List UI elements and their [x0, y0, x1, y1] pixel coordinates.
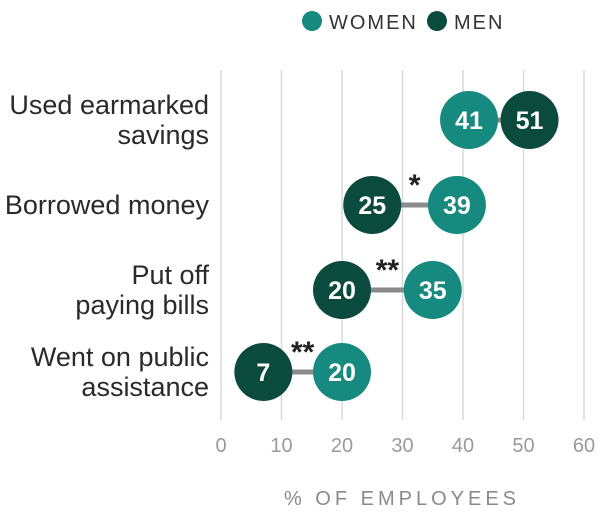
- category-label: Put off paying bills: [75, 260, 209, 320]
- data-label: 51: [516, 107, 544, 135]
- legend-label: WOMEN: [329, 12, 418, 34]
- category-label: Went on public assistance: [31, 342, 209, 402]
- data-point-women: [313, 343, 371, 401]
- data-point-women: [427, 176, 486, 234]
- data-point-women: [440, 91, 499, 149]
- legend-swatch: [427, 11, 447, 31]
- x-tick-label: 50: [512, 435, 534, 457]
- data-point-men: [343, 176, 402, 234]
- x-tick-label: 30: [391, 435, 413, 457]
- x-tick-label: 60: [573, 435, 595, 457]
- data-label: 25: [358, 192, 386, 220]
- legend-swatch: [302, 11, 322, 31]
- data-point-men: [500, 91, 559, 149]
- x-tick-label: 0: [215, 435, 226, 457]
- x-tick-label: 20: [331, 435, 353, 457]
- legend-label: MEN: [454, 12, 504, 34]
- data-label: 41: [455, 107, 483, 135]
- data-label: 7: [256, 359, 270, 387]
- data-label: 39: [443, 192, 471, 220]
- significance-marker: **: [376, 254, 400, 287]
- legend: WOMEN MEN: [302, 11, 504, 34]
- x-axis-title: % OF EMPLOYEES: [284, 488, 520, 510]
- data-label: 20: [328, 359, 356, 387]
- category-label: Borrowed money: [5, 190, 210, 220]
- x-tick-label: 10: [270, 435, 292, 457]
- data-point-women: [403, 261, 462, 319]
- significance-marker: **: [291, 336, 315, 369]
- x-tick-label: 40: [452, 435, 474, 457]
- category-label: Used earmarked savings: [9, 90, 209, 150]
- data-point-men: [313, 261, 371, 319]
- x-axis: 0 10 20 30 40 50 60 % OF EMPLOYEES: [215, 435, 595, 510]
- significance-marker: *: [409, 169, 421, 202]
- category-labels: Used earmarked savings Borrowed money Put o…: [5, 90, 210, 402]
- data-label: 20: [328, 277, 356, 305]
- data-label: 35: [419, 277, 447, 305]
- data-marks: 51 41 * 25 39 ** 20 35 ** 7 20: [234, 91, 559, 401]
- data-point-men: [234, 343, 293, 401]
